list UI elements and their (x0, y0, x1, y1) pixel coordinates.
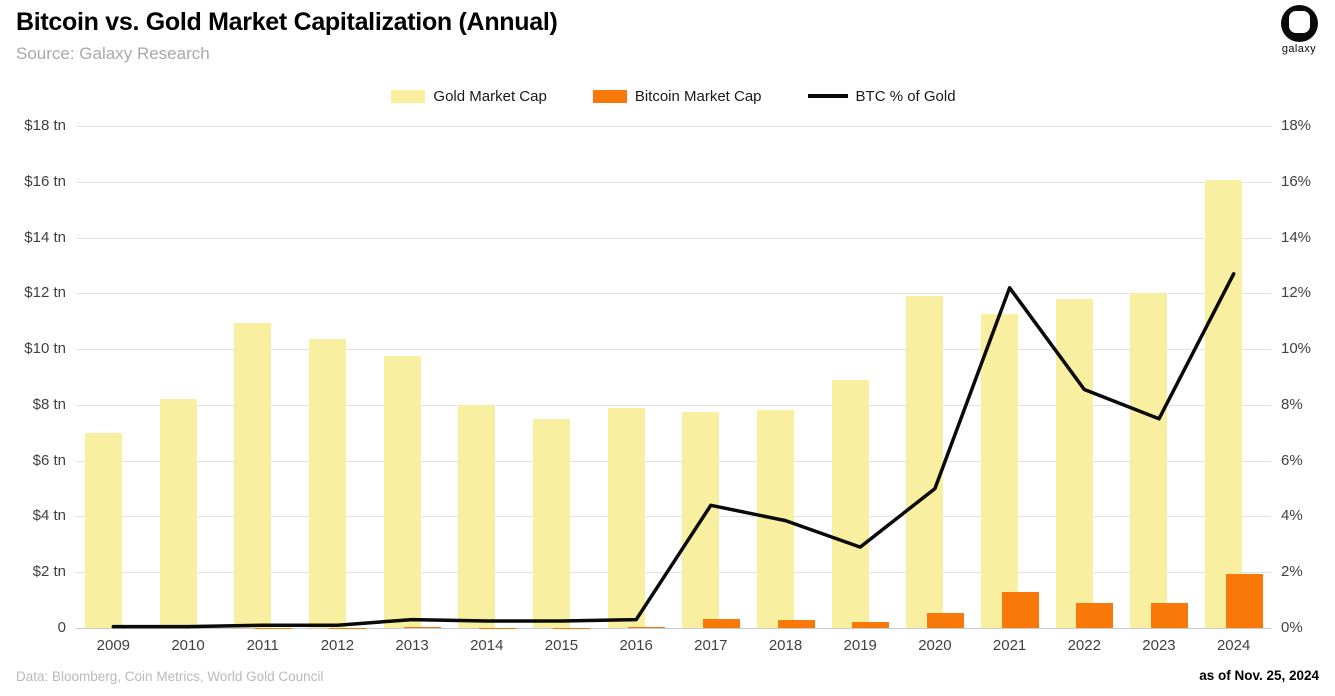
gridline (76, 126, 1271, 127)
x-axis-label: 2009 (96, 637, 131, 654)
chart-legend: Gold Market Cap Bitcoin Market Cap BTC %… (76, 85, 1271, 107)
gridline (76, 628, 1271, 629)
gold-bar-2021 (981, 314, 1019, 628)
bitcoin-bar-2019 (852, 621, 890, 628)
x-axis: 2009 2010 2011 2012 2013 2014 2015 2016 2017 2018… (76, 637, 1271, 657)
y-axis-label-right: 2% (1281, 563, 1303, 581)
y-axis-label-right: 14% (1281, 228, 1312, 246)
y-axis-label-right: 6% (1281, 451, 1303, 469)
x-axis-label: 2012 (320, 637, 355, 654)
gold-bar-2014 (458, 404, 496, 628)
bitcoin-bar-2016 (628, 627, 666, 628)
gridline (76, 293, 1271, 295)
bitcoin-bar-2022 (1076, 602, 1114, 628)
y-axis-right: 18% 16% 14% 12% 10% 8% 6% 4% 2% 0% (1281, 117, 1331, 636)
bitcoin-bar-2018 (777, 619, 815, 628)
galaxy-logo-text: galaxy (1281, 43, 1317, 55)
y-axis-label-right: 0% (1281, 619, 1303, 636)
gridline (76, 404, 1271, 406)
page-title: Bitcoin vs. Gold Market Capitalization (… (16, 8, 558, 36)
y-axis-label-left: $6 tn (32, 451, 66, 469)
x-axis-label: 2011 (246, 637, 279, 654)
y-axis-label-right: 10% (1281, 340, 1312, 358)
y-axis-label-left: $18 tn (24, 117, 66, 134)
gold-bar-2009 (84, 432, 122, 628)
y-axis-label-left: $2 tn (32, 563, 66, 581)
x-axis-label: 2020 (918, 637, 952, 654)
bars-layer (76, 126, 1271, 628)
y-axis-label-right: 12% (1281, 284, 1312, 302)
x-axis-label: 2017 (694, 637, 728, 654)
gold-bar-2023 (1130, 293, 1168, 628)
y-axis-label-left: $8 tn (32, 395, 66, 413)
legend-label-bitcoin: Bitcoin Market Cap (634, 87, 762, 105)
y-axis-left: $18 tn $16 tn $14 tn $12 tn $10 tn $8 tn $6 tn… (0, 117, 66, 636)
y-axis-label-left: $10 tn (24, 340, 66, 358)
y-axis-label-left: $16 tn (24, 172, 66, 190)
bitcoin-bar-2020 (926, 612, 964, 628)
x-axis-label: 2021 (992, 637, 1027, 654)
y-axis-label-left: $4 tn (32, 507, 66, 525)
as-of-date: as of Nov. 25, 2024 (1199, 668, 1319, 683)
galaxy-logo-icon (1280, 5, 1318, 42)
x-axis-label: 2014 (470, 637, 504, 654)
gridline (76, 181, 1271, 183)
btc-line-layer (111, 272, 1236, 629)
chart-source-subtitle: Source: Galaxy Research (16, 44, 210, 63)
legend-label-btc-pct: BTC % of Gold (855, 87, 956, 105)
gold-bar-2016 (607, 407, 645, 628)
galaxy-logo: galaxy (1277, 5, 1321, 55)
bitcoin-bar-2024 (1225, 573, 1263, 628)
gold-swatch-icon (391, 89, 426, 103)
x-axis-label: 2010 (171, 637, 205, 654)
x-axis-label: 2024 (1216, 637, 1251, 654)
bitcoin-swatch-icon (592, 89, 627, 103)
x-axis-label: 2023 (1142, 637, 1176, 654)
gridline (76, 460, 1271, 462)
gold-bar-2012 (308, 339, 346, 628)
bitcoin-bar-2023 (1150, 603, 1188, 628)
bitcoin-bar-2017 (702, 618, 740, 628)
gold-bar-2020 (906, 296, 944, 628)
bitcoin-bar-2021 (1001, 592, 1039, 628)
y-axis-label-right: 16% (1281, 172, 1312, 190)
plot-area (76, 126, 1271, 629)
x-axis-label: 2022 (1067, 637, 1101, 654)
y-axis-label-right: 8% (1281, 395, 1303, 413)
legend-label-gold: Gold Market Cap (433, 87, 547, 105)
y-axis-label-left: $12 tn (24, 284, 66, 302)
gold-bar-2015 (532, 418, 570, 628)
legend-item-bitcoin: Bitcoin Market Cap (592, 87, 762, 105)
x-axis-label: 2019 (843, 637, 877, 654)
y-axis-label-left: 0 (57, 619, 66, 636)
bitcoin-bar-2013 (404, 627, 442, 628)
legend-item-gold: Gold Market Cap (391, 87, 547, 105)
y-axis-label-left: $14 tn (24, 228, 66, 246)
gold-bar-2024 (1205, 180, 1243, 628)
y-axis-label-right: 4% (1281, 507, 1303, 525)
gridline (76, 237, 1271, 239)
gold-bar-2011 (234, 322, 272, 628)
gold-bar-2010 (159, 399, 197, 628)
btc-pct-line (111, 272, 1236, 629)
gridline (76, 572, 1271, 574)
gold-bar-2019 (831, 379, 869, 628)
line-swatch-icon (807, 94, 848, 98)
x-axis-label: 2013 (395, 637, 429, 654)
x-axis-label: 2018 (768, 637, 803, 654)
gridline (76, 516, 1271, 518)
x-axis-label: 2015 (544, 637, 579, 654)
data-sources-note: Data: Bloomberg, Coin Metrics, World Gol… (16, 669, 324, 684)
gridline (76, 349, 1271, 351)
x-axis-label: 2016 (619, 637, 653, 654)
gold-bar-2013 (383, 356, 421, 628)
y-axis-label-right: 18% (1281, 117, 1312, 134)
gold-bar-2022 (1055, 298, 1093, 628)
legend-item-btc-pct: BTC % of Gold (807, 87, 956, 105)
